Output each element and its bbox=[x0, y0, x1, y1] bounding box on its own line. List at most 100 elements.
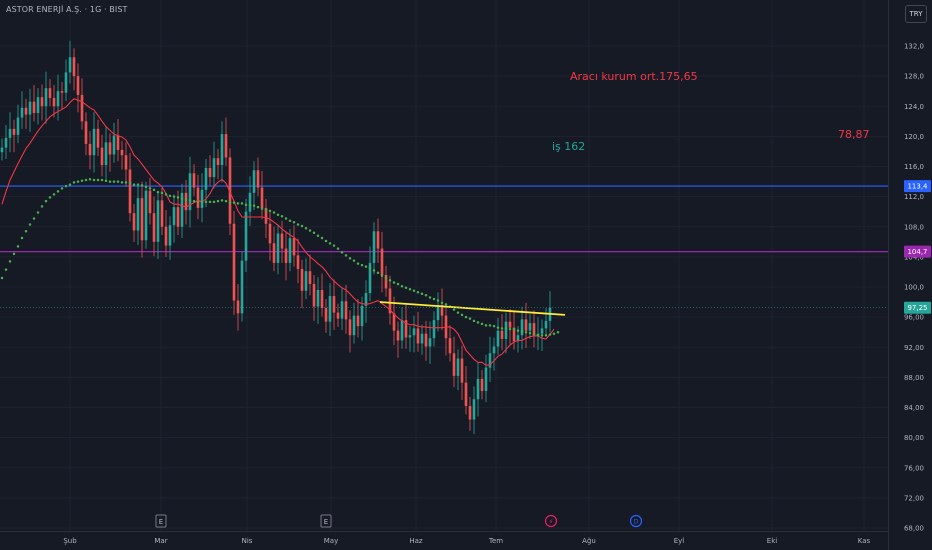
moving-average-green-dot bbox=[84, 178, 88, 182]
y-tick-label: 72,00 bbox=[904, 494, 924, 502]
moving-average-green-dot bbox=[36, 211, 40, 214]
moving-average-green-dot bbox=[112, 180, 116, 183]
candle-body bbox=[532, 323, 536, 336]
candle-body bbox=[276, 233, 280, 263]
moving-average-green-dot bbox=[96, 178, 100, 182]
moving-average-green-dot bbox=[264, 208, 268, 212]
candle-body bbox=[252, 170, 256, 193]
moving-average-green-dot bbox=[88, 178, 92, 181]
candle-body bbox=[492, 346, 496, 354]
moving-average-green-dot bbox=[388, 278, 392, 282]
candle-body bbox=[488, 353, 492, 368]
moving-average-green-dot bbox=[100, 178, 104, 182]
moving-average-green-dot bbox=[212, 200, 216, 204]
candle-body bbox=[80, 94, 84, 122]
candle-body bbox=[288, 238, 292, 263]
moving-average-green-dot bbox=[160, 191, 164, 195]
candle-body bbox=[412, 328, 416, 336]
moving-average-green-dot bbox=[128, 181, 132, 185]
candle-body bbox=[76, 76, 80, 95]
moving-average-green-dot bbox=[80, 179, 84, 183]
candle-body bbox=[308, 271, 312, 284]
candle-body bbox=[464, 382, 468, 406]
moving-average-green-dot bbox=[252, 204, 256, 207]
candle-body bbox=[168, 225, 172, 246]
candle-body bbox=[340, 301, 344, 319]
moving-average-green-dot bbox=[288, 219, 292, 222]
currency-button[interactable]: TRY bbox=[905, 5, 927, 23]
candle-body bbox=[140, 198, 144, 241]
moving-average-green-dot bbox=[508, 327, 512, 331]
candle-body bbox=[404, 320, 408, 338]
moving-average-green-dot bbox=[328, 242, 332, 245]
moving-average-green-dot bbox=[456, 311, 460, 314]
moving-average-green-dot bbox=[464, 315, 468, 319]
moving-average-green-dot bbox=[528, 331, 532, 335]
x-tick-label: Nis bbox=[242, 537, 253, 545]
candle-body bbox=[320, 290, 324, 309]
moving-average-green-dot bbox=[152, 188, 156, 192]
moving-average-green-dot bbox=[20, 236, 24, 240]
moving-average-green-dot bbox=[48, 196, 52, 199]
candle-body bbox=[172, 207, 176, 226]
candle-body bbox=[528, 323, 532, 331]
candle-body bbox=[56, 91, 60, 107]
candle-body bbox=[128, 169, 132, 214]
candle-body bbox=[296, 255, 300, 269]
moving-average-green-dot bbox=[208, 200, 212, 204]
moving-average-green-dot bbox=[232, 201, 236, 204]
moving-average-green-dot bbox=[444, 303, 448, 306]
candle-body bbox=[64, 72, 68, 93]
split-marker-label: ⚡ bbox=[549, 518, 554, 526]
moving-average-green-dot bbox=[64, 184, 68, 188]
moving-average-green-dot bbox=[40, 205, 44, 208]
candle-body bbox=[512, 327, 516, 342]
moving-average-green-dot bbox=[8, 260, 12, 263]
candle-body bbox=[184, 192, 188, 211]
moving-average-green-dot bbox=[68, 183, 72, 186]
candle-body bbox=[232, 223, 236, 301]
candle-body bbox=[164, 226, 168, 246]
moving-average-green-dot bbox=[140, 184, 144, 187]
candle-body bbox=[424, 333, 428, 347]
moving-average-green-dot bbox=[408, 288, 412, 291]
moving-average-green-dot bbox=[4, 268, 8, 271]
moving-average-green-dot bbox=[28, 223, 32, 226]
candle-body bbox=[484, 367, 488, 391]
candle-body bbox=[500, 330, 504, 339]
moving-average-green-dot bbox=[164, 193, 168, 196]
moving-average-green-dot bbox=[260, 207, 264, 210]
candle-body bbox=[356, 315, 360, 327]
candle-body bbox=[212, 158, 216, 178]
candle-body bbox=[332, 296, 336, 313]
candle-body bbox=[16, 117, 20, 135]
y-tick-label: 120,0 bbox=[904, 133, 924, 141]
moving-average-green-dot bbox=[44, 199, 48, 203]
candle-body bbox=[264, 207, 268, 224]
level-price-label: 113,4 bbox=[907, 183, 928, 191]
candle-body bbox=[8, 128, 12, 138]
x-tick-label: May bbox=[324, 537, 338, 545]
candle-body bbox=[220, 134, 224, 165]
moving-average-green-dot bbox=[488, 324, 492, 327]
candle-body bbox=[344, 301, 348, 320]
moving-average-green-dot bbox=[304, 227, 308, 230]
moving-average-green-dot bbox=[500, 327, 504, 330]
x-tick-label: Kas bbox=[858, 537, 871, 545]
moving-average-green-dot bbox=[536, 333, 540, 337]
moving-average-green-dot bbox=[196, 200, 200, 204]
candle-body bbox=[68, 57, 72, 73]
moving-average-green-dot bbox=[532, 332, 536, 335]
moving-average-green-dot bbox=[168, 194, 172, 198]
candle-body bbox=[452, 353, 456, 376]
moving-average-green-dot bbox=[404, 286, 408, 290]
candle-body bbox=[132, 213, 136, 231]
moving-average-green-dot bbox=[332, 244, 336, 247]
moving-average-green-dot bbox=[224, 199, 228, 203]
moving-average-green-dot bbox=[148, 187, 152, 190]
moving-average-green-dot bbox=[548, 333, 552, 336]
moving-average-green-dot bbox=[412, 289, 416, 293]
candle-body bbox=[148, 190, 152, 214]
moving-average-green-dot bbox=[120, 181, 124, 184]
